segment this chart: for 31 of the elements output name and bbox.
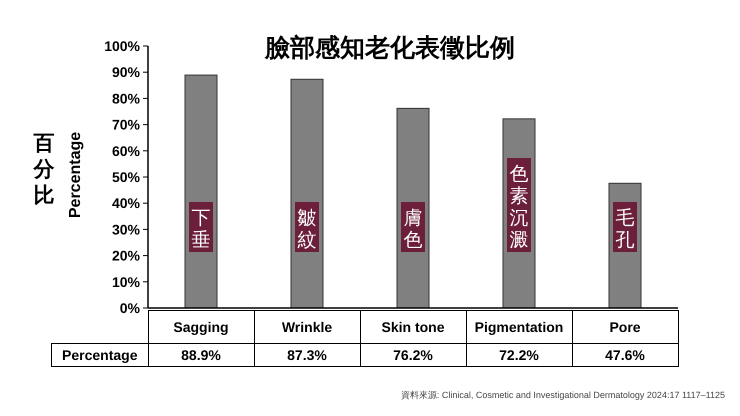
x-tick-label: Wrinkle <box>254 310 360 343</box>
source-note: 資料來源: Clinical, Cosmetic and Investigational Dermatology 2024:17 1117–1125 <box>400 390 725 400</box>
y-axis-title: Percentage <box>67 132 84 218</box>
y-tick-label: 60% <box>112 142 141 159</box>
annotation: 下垂 <box>192 208 210 251</box>
data-label: 76.2% <box>360 343 466 366</box>
y-tick-label: 30% <box>112 221 141 238</box>
chart-title: 臉部感知老化表徵比例 <box>264 34 515 62</box>
x-tick-label: Skin tone <box>360 310 466 343</box>
annotation: 膚色 <box>404 208 422 251</box>
y-tick-label: 0% <box>120 300 141 316</box>
x-tick-label: Pigmentation <box>466 310 572 343</box>
data-label: 87.3% <box>254 343 360 366</box>
text: Percentage <box>52 343 148 366</box>
x-tick-label: Sagging <box>148 310 254 343</box>
y-tick-label: 70% <box>112 116 141 133</box>
data-label: 72.2% <box>466 343 572 366</box>
data-label: 47.6% <box>572 343 678 366</box>
annotation: 毛孔 <box>616 208 634 251</box>
y-tick-label: 90% <box>112 64 141 80</box>
annotation: 色素沉澱 <box>510 164 528 251</box>
y-tick-label: 80% <box>112 90 141 106</box>
y-tick-label: 20% <box>112 248 141 264</box>
x-tick-label: Pore <box>572 310 678 343</box>
y-tick-label: 40% <box>112 195 141 212</box>
annotation: 皺紋 <box>298 208 316 251</box>
y-tick-label: 50% <box>112 169 141 185</box>
y-tick-label: 100% <box>104 38 141 54</box>
y-tick-label: 10% <box>112 274 141 290</box>
data-label: 88.9% <box>148 343 254 366</box>
text: 百分比 <box>32 132 56 207</box>
